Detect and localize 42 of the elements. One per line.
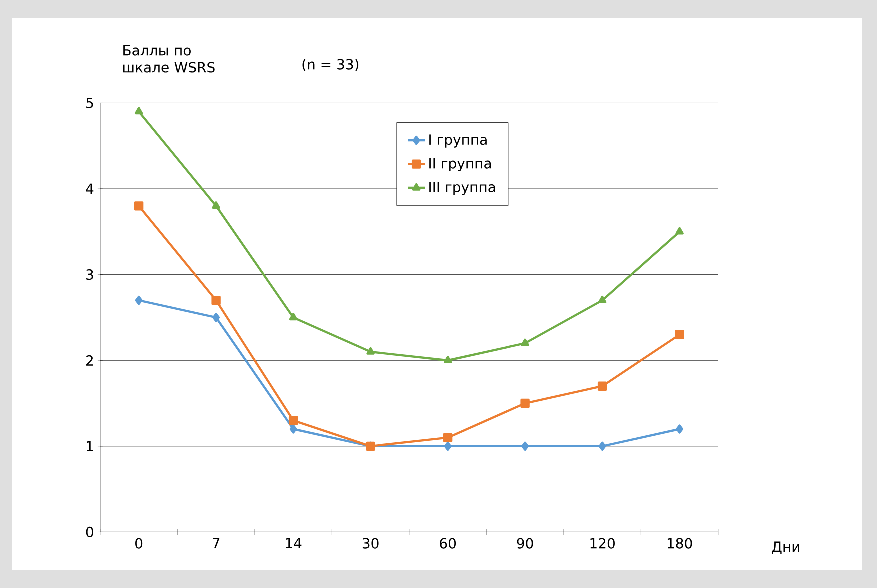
x-tick-label: 180	[668, 538, 692, 549]
x-tick-label: 60	[440, 538, 456, 549]
point	[676, 227, 684, 235]
x-tick-label: 14	[286, 538, 302, 548]
point	[134, 202, 144, 211]
x-axis-title: Дни	[772, 542, 800, 554]
point	[289, 313, 298, 321]
point	[366, 347, 375, 355]
y-tick-label: 1	[87, 441, 94, 452]
y-tick-label: 0	[86, 526, 94, 538]
x-tick-label: 120	[590, 538, 615, 549]
point	[134, 107, 144, 115]
point	[675, 330, 684, 340]
point	[135, 296, 143, 306]
y-axis-title: Баллы по шкале WSRS	[123, 45, 215, 73]
point	[212, 202, 220, 210]
legend-label: II группа	[430, 158, 492, 172]
point	[212, 313, 220, 322]
y-tick-label: 4	[86, 184, 94, 194]
point	[288, 416, 298, 426]
point	[520, 398, 530, 408]
y-tick-label: 2	[86, 355, 94, 366]
point	[290, 424, 298, 434]
point	[444, 442, 452, 452]
point	[598, 296, 607, 304]
point	[522, 442, 530, 452]
point	[521, 338, 530, 346]
y-tick-label: 3	[86, 270, 94, 280]
y-tick-label: 5	[86, 98, 94, 108]
legend-label: I группа	[430, 134, 487, 148]
point	[443, 433, 453, 442]
point	[676, 424, 684, 434]
x-tick-label: 30	[362, 538, 379, 549]
point	[598, 442, 606, 452]
text: (n = 33)	[302, 58, 359, 72]
point	[444, 356, 452, 364]
point	[598, 382, 608, 391]
x-tick-label: 7	[213, 538, 220, 548]
x-tick-label: 90	[517, 538, 534, 549]
point	[212, 296, 221, 306]
x-tick-label: 0	[136, 538, 143, 549]
legend-label: III группа	[430, 182, 496, 196]
